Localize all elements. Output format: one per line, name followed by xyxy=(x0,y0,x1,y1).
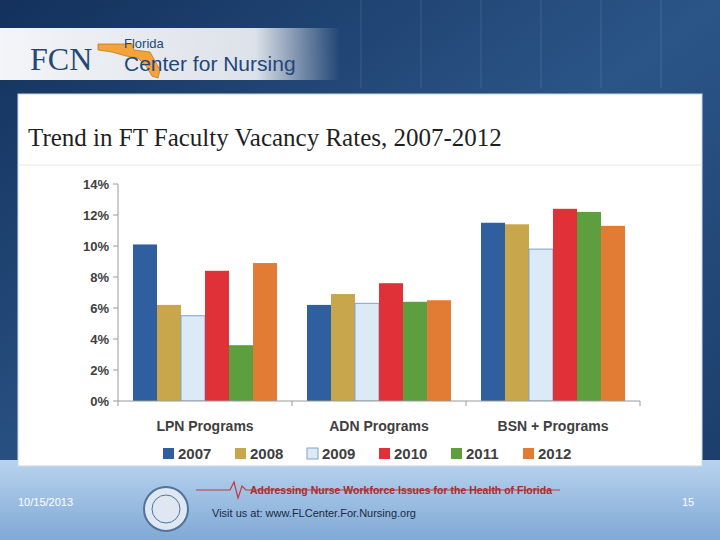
header-decoration xyxy=(420,0,422,88)
title-divider xyxy=(18,165,702,166)
org-name: Center for Nursing xyxy=(124,52,296,75)
legend-swatch xyxy=(379,448,390,459)
bar xyxy=(331,294,355,401)
chart: 0% 2% 4% 6% 8% 10% 12% 14% LPN Programs ADN Progr… xyxy=(83,177,640,462)
bars xyxy=(133,209,625,401)
y-tick-label: 2% xyxy=(90,363,109,378)
legend-label: 2011 xyxy=(466,445,499,462)
background xyxy=(0,0,720,540)
category-label: ADN Programs xyxy=(329,418,429,434)
slide: FCN FloridaCenter for Nursing Trend in FT … xyxy=(0,0,720,540)
y-tick-label: 0% xyxy=(90,394,109,409)
logo-text: FCN xyxy=(30,41,92,77)
bar xyxy=(355,303,379,401)
y-tick-label: 10% xyxy=(83,239,109,254)
y-tick xyxy=(113,277,118,278)
bar xyxy=(577,212,601,401)
y-tick xyxy=(113,184,118,185)
header-decoration xyxy=(600,0,602,88)
y-tick xyxy=(113,308,118,309)
header-decoration xyxy=(540,0,542,88)
bar xyxy=(229,345,253,401)
y-tick-label: 8% xyxy=(90,270,109,285)
y-tick xyxy=(113,401,118,402)
legend-swatch xyxy=(307,448,318,459)
footer-date: 10/15/2013 xyxy=(18,496,73,508)
y-axis xyxy=(118,184,119,401)
x-axis xyxy=(118,401,640,402)
footer-band xyxy=(0,460,720,540)
bar xyxy=(553,209,577,401)
legend-swatch xyxy=(163,448,174,459)
logo-panel xyxy=(0,28,340,80)
category-label: BSN + Programs xyxy=(498,418,609,434)
bar xyxy=(403,302,427,401)
y-tick xyxy=(113,246,118,247)
y-tick-label: 4% xyxy=(90,332,109,347)
header-decoration xyxy=(360,0,362,88)
legend-swatch xyxy=(451,448,462,459)
legend-label: 2009 xyxy=(322,445,355,462)
legend-label: 2012 xyxy=(538,445,571,462)
footer-tagline: Addressing Nurse Workforce Issues for th… xyxy=(250,484,552,496)
page-number: 15 xyxy=(682,496,694,508)
bar xyxy=(133,244,157,401)
x-tick xyxy=(118,401,119,406)
legend-label: 2010 xyxy=(394,445,427,462)
y-tick-label: 12% xyxy=(83,208,109,223)
x-tick xyxy=(292,401,293,406)
legend-label: 2007 xyxy=(178,445,211,462)
bar xyxy=(529,249,553,401)
x-tick xyxy=(640,401,641,406)
content-panel xyxy=(18,94,702,466)
bar xyxy=(307,305,331,401)
org-name: Florida xyxy=(124,36,165,51)
bar xyxy=(205,271,229,401)
chart-title: Trend in FT Faculty Vacancy Rates, 2007-… xyxy=(28,124,502,151)
category-label: LPN Programs xyxy=(156,418,253,434)
bar xyxy=(601,226,625,401)
seal-inner xyxy=(152,495,180,523)
bar xyxy=(181,316,205,401)
legend-label: 2008 xyxy=(250,445,283,462)
footer-website: Visit us at: www.FLCenter.For.Nursing.or… xyxy=(212,507,416,519)
bar xyxy=(505,224,529,401)
x-tick xyxy=(466,401,467,406)
y-tick-label: 6% xyxy=(90,301,109,316)
legend-swatch xyxy=(235,448,246,459)
y-tick xyxy=(113,215,118,216)
seal xyxy=(144,487,188,531)
legend-swatch xyxy=(523,448,534,459)
bar xyxy=(157,305,181,401)
bar xyxy=(427,300,451,401)
y-tick xyxy=(113,339,118,340)
y-tick-label: 14% xyxy=(83,177,109,192)
y-tick xyxy=(113,370,118,371)
bar xyxy=(253,263,277,401)
header-decoration xyxy=(480,0,482,88)
ecg-line xyxy=(196,482,560,498)
bar xyxy=(379,283,403,401)
bar xyxy=(481,223,505,401)
header-decoration xyxy=(660,0,662,88)
legend: 2007 2008 2009 2010 2011 2012 xyxy=(163,445,571,462)
